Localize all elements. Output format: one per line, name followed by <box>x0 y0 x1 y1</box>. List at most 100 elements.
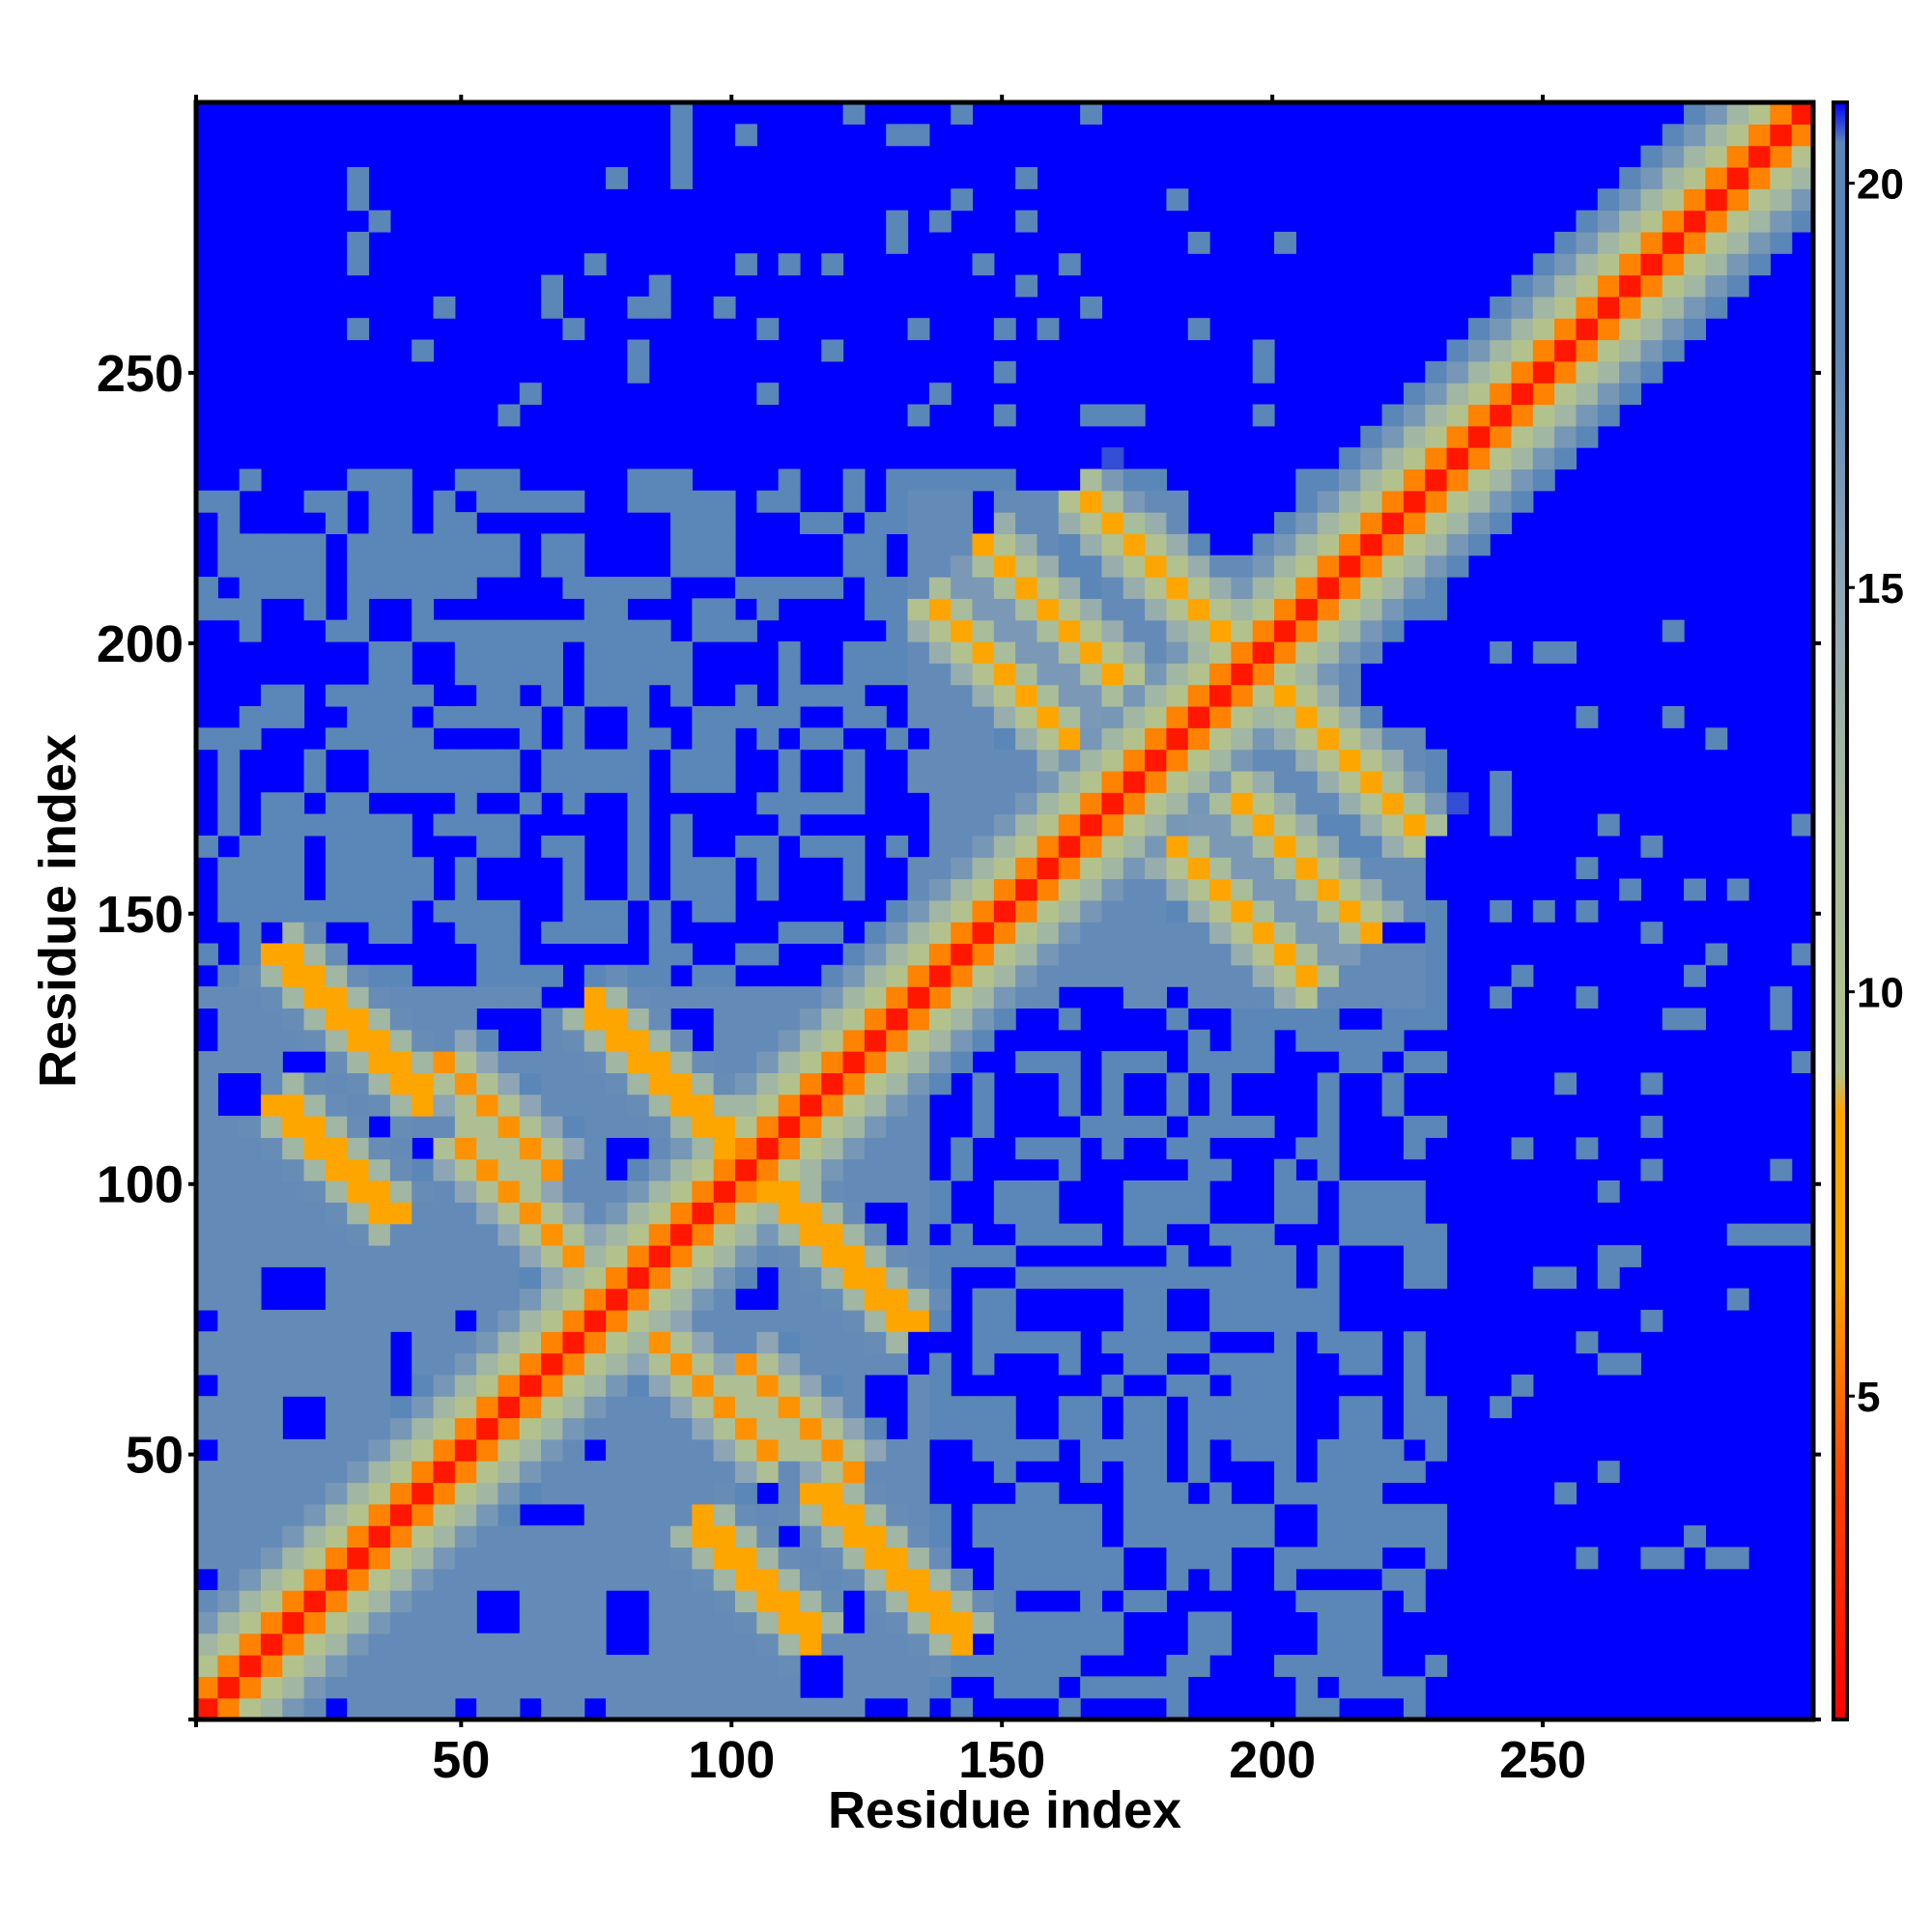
heatmap-cell <box>1274 1158 1296 1181</box>
heatmap-cell <box>433 1568 456 1591</box>
heatmap-cell <box>260 1655 283 1677</box>
heatmap-cell <box>1425 749 1448 772</box>
heatmap-cell <box>1619 166 1642 189</box>
heatmap-cell <box>1295 577 1319 599</box>
heatmap-cell <box>1338 1655 1361 1677</box>
heatmap-cell <box>412 1438 435 1462</box>
heatmap-cell <box>778 986 801 1009</box>
heatmap-cell <box>519 1590 542 1612</box>
heatmap-cell <box>1187 684 1210 707</box>
heatmap-cell <box>497 705 521 728</box>
heatmap-cell <box>282 705 305 728</box>
heatmap-cell <box>1058 1008 1081 1031</box>
heatmap-cell <box>692 857 715 880</box>
heatmap-cell <box>1058 577 1081 599</box>
heatmap-cell <box>692 1094 715 1117</box>
heatmap-cell <box>1295 857 1319 880</box>
heatmap-cell <box>1597 404 1620 427</box>
heatmap-cell <box>1295 943 1319 966</box>
heatmap-cell <box>412 1547 435 1570</box>
heatmap-cell <box>325 1158 348 1181</box>
heatmap-cell <box>1662 166 1685 189</box>
heatmap-cell <box>541 274 564 298</box>
heatmap-cell <box>1187 663 1210 686</box>
heatmap-cell <box>217 533 241 556</box>
heatmap-cell <box>1122 1288 1146 1311</box>
heatmap-cell <box>239 1116 262 1138</box>
heatmap-cell <box>756 986 780 1009</box>
heatmap-cell <box>778 1029 801 1052</box>
heatmap-cell <box>1058 1137 1081 1160</box>
heatmap-cell <box>864 1547 887 1570</box>
heatmap-cell <box>282 1137 305 1160</box>
heatmap-cell <box>1037 1611 1060 1634</box>
heatmap-cell <box>1467 447 1491 470</box>
heatmap-cell <box>562 1116 585 1138</box>
heatmap-cell <box>606 663 628 686</box>
heatmap-cell <box>1748 145 1771 168</box>
heatmap-cell <box>583 1503 607 1526</box>
heatmap-cell <box>497 1374 521 1397</box>
heatmap-cell <box>951 641 974 664</box>
heatmap-cell <box>1338 943 1361 966</box>
heatmap-cell <box>713 1482 736 1505</box>
heatmap-cell <box>1360 554 1383 578</box>
heatmap-cell <box>282 554 305 578</box>
heatmap-cell <box>389 1202 412 1225</box>
heatmap-cell <box>562 1482 585 1505</box>
heatmap-cell <box>562 1331 585 1354</box>
heatmap-cell <box>928 1655 952 1677</box>
heatmap-cell <box>864 663 887 686</box>
heatmap-cell <box>476 1309 499 1332</box>
heatmap-cell <box>1597 1352 1620 1376</box>
heatmap-cell <box>928 469 952 492</box>
heatmap-cell <box>756 1352 780 1376</box>
heatmap-cell <box>1403 533 1426 556</box>
heatmap-cell <box>239 1158 262 1181</box>
heatmap-cell <box>1274 792 1296 815</box>
heatmap-cell <box>1037 943 1060 966</box>
heatmap-cell <box>347 188 370 212</box>
heatmap-cell <box>368 1655 391 1677</box>
heatmap-cell <box>282 964 305 987</box>
heatmap-cell <box>1101 727 1124 751</box>
heatmap-cell <box>1317 663 1340 686</box>
heatmap-cell <box>1490 512 1513 534</box>
heatmap-cell <box>1252 598 1275 621</box>
heatmap-cell <box>1101 878 1124 901</box>
heatmap-cell <box>993 1438 1016 1462</box>
heatmap-cell <box>1381 490 1405 513</box>
heatmap-cell <box>497 1180 521 1203</box>
heatmap-cell <box>217 878 241 901</box>
heatmap-cell <box>1381 749 1405 772</box>
heatmap-cell <box>1252 943 1275 966</box>
heatmap-cell <box>562 619 585 642</box>
heatmap-cell <box>1360 425 1383 448</box>
heatmap-cell <box>993 1655 1016 1677</box>
heatmap-cell <box>756 1547 780 1570</box>
heatmap-cell <box>928 1374 952 1397</box>
heatmap-cell <box>368 1223 391 1246</box>
heatmap-cell <box>433 1611 456 1634</box>
heatmap-cell <box>1490 641 1513 664</box>
heatmap-cell <box>1058 835 1081 858</box>
heatmap-cell <box>1274 813 1296 837</box>
heatmap-cell <box>627 1547 650 1570</box>
heatmap-cell <box>303 1116 327 1138</box>
heatmap-cell <box>778 813 801 837</box>
heatmap-cell <box>1037 1180 1060 1203</box>
heatmap-cell <box>476 1223 499 1246</box>
heatmap-cell <box>217 1396 241 1419</box>
heatmap-cell <box>756 1072 780 1095</box>
heatmap-cell <box>799 684 822 707</box>
heatmap-cell <box>1640 274 1663 298</box>
heatmap-cell <box>1360 1396 1383 1419</box>
heatmap-cell <box>454 533 477 556</box>
heatmap-cell <box>907 749 930 772</box>
heatmap-cell <box>1511 964 1534 987</box>
heatmap-cell <box>1597 210 1620 233</box>
heatmap-cell <box>1058 1158 1081 1181</box>
heatmap-cell <box>412 1266 435 1290</box>
heatmap-cell <box>1640 145 1663 168</box>
heatmap-cell <box>928 1590 952 1612</box>
